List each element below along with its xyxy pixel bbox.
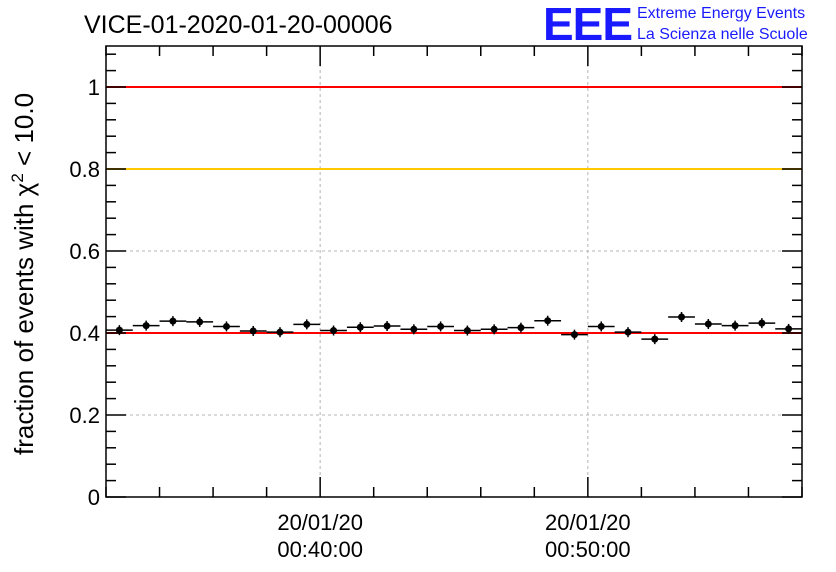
data-point bbox=[480, 324, 508, 335]
data-point bbox=[266, 327, 294, 338]
data-point-marker bbox=[142, 322, 150, 330]
plot-frame bbox=[105, 45, 803, 498]
data-point-marker bbox=[544, 317, 552, 325]
data-point-marker bbox=[624, 328, 632, 336]
eee-logo: EEE Extreme Energy Events La Scienza nel… bbox=[543, 0, 808, 50]
data-point bbox=[561, 329, 588, 340]
data-point bbox=[239, 325, 267, 336]
y-axis-label-pre: fraction of events with bbox=[9, 196, 39, 455]
data-point bbox=[721, 320, 749, 331]
data-point bbox=[427, 321, 454, 332]
logo-line-2: La Scienza nelle Scuole bbox=[637, 26, 808, 43]
data-point-marker bbox=[169, 317, 177, 325]
data-point-marker bbox=[383, 322, 391, 330]
x-tick-label-date: 20/01/20 bbox=[545, 510, 631, 535]
data-point bbox=[454, 325, 481, 336]
data-point bbox=[373, 321, 401, 332]
data-point-marker bbox=[437, 322, 445, 330]
data-point-marker bbox=[597, 322, 605, 330]
x-axis-ticks bbox=[105, 46, 803, 497]
data-point-marker bbox=[356, 323, 364, 331]
data-point bbox=[641, 334, 669, 345]
x-tick-label-date: 20/01/20 bbox=[277, 510, 363, 535]
data-point-marker bbox=[249, 327, 257, 335]
data-point bbox=[748, 318, 776, 329]
data-point bbox=[587, 321, 615, 332]
x-tick-label-time: 00:40:00 bbox=[277, 537, 363, 562]
data-point bbox=[159, 316, 187, 327]
y-tick-label: 0.8 bbox=[69, 157, 100, 182]
data-point bbox=[320, 325, 347, 336]
logo-line-1: Extreme Energy Events bbox=[637, 5, 805, 22]
data-point bbox=[534, 315, 562, 326]
y-tick-labels: 0 0.2 0.4 0.6 0.8 1 bbox=[69, 75, 100, 510]
data-point-marker bbox=[276, 328, 284, 336]
data-point bbox=[186, 316, 214, 327]
data-point-marker bbox=[785, 325, 793, 333]
y-axis-ticks bbox=[106, 53, 802, 498]
data-points bbox=[106, 312, 802, 345]
y-tick-label: 0 bbox=[88, 485, 100, 510]
data-point-marker bbox=[222, 322, 230, 330]
data-point bbox=[293, 319, 321, 330]
data-point-marker bbox=[410, 325, 418, 333]
data-point-marker bbox=[704, 320, 712, 328]
y-tick-label: 0.4 bbox=[69, 321, 100, 346]
data-point bbox=[213, 321, 240, 332]
data-point bbox=[507, 322, 535, 333]
data-point bbox=[668, 312, 695, 323]
y-axis-label-chi: χ bbox=[9, 182, 39, 196]
data-point-marker bbox=[758, 319, 766, 327]
data-point-marker bbox=[115, 326, 123, 334]
data-point bbox=[346, 322, 374, 333]
data-point-marker bbox=[463, 327, 471, 335]
data-point-marker bbox=[517, 324, 525, 332]
y-axis-label: fraction of events with χ2 < 10.0 bbox=[8, 93, 39, 455]
data-point bbox=[132, 320, 160, 331]
y-axis-label-superscript: 2 bbox=[8, 173, 27, 182]
y-tick-label: 1 bbox=[88, 75, 100, 100]
chart-title: VICE-01-2020-01-20-00006 bbox=[84, 11, 393, 39]
data-point bbox=[614, 327, 642, 338]
data-point-marker bbox=[731, 322, 739, 330]
logo-letters: EEE bbox=[543, 0, 632, 50]
data-point-marker bbox=[490, 325, 498, 333]
data-point bbox=[694, 318, 722, 329]
data-point-marker bbox=[330, 327, 338, 335]
data-point-marker bbox=[303, 320, 311, 328]
data-point-marker bbox=[678, 313, 686, 321]
data-point-marker bbox=[651, 335, 659, 343]
y-tick-label: 0.2 bbox=[69, 403, 100, 428]
data-point bbox=[400, 324, 428, 335]
data-point-marker bbox=[196, 318, 204, 326]
data-point-marker bbox=[570, 331, 578, 339]
x-tick-label-time: 00:50:00 bbox=[545, 537, 631, 562]
data-point bbox=[775, 323, 802, 334]
reference-lines bbox=[106, 86, 802, 334]
y-axis-label-post: < 10.0 bbox=[9, 93, 39, 173]
y-tick-label: 0.6 bbox=[69, 239, 100, 264]
